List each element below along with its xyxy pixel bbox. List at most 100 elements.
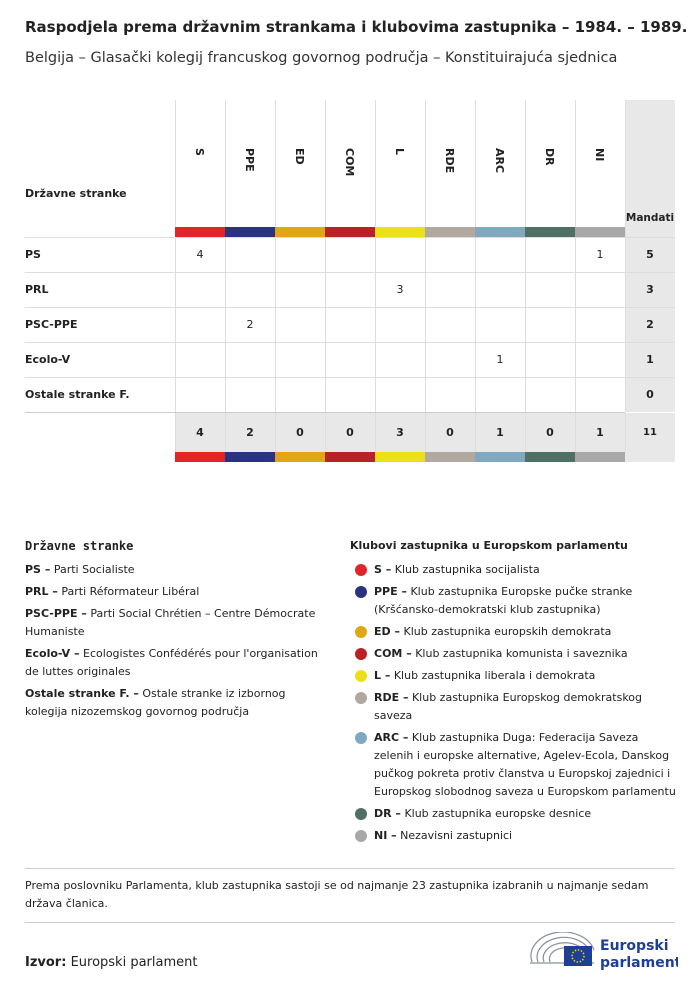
row-line bbox=[25, 272, 675, 273]
column-total: 0 bbox=[346, 425, 354, 439]
row-line bbox=[25, 237, 675, 238]
legend-abbr: PPE – bbox=[374, 585, 407, 598]
legend-item: ARC – Klub zastupnika Duga: Federacija S… bbox=[355, 729, 679, 801]
cell bbox=[275, 377, 325, 412]
cell bbox=[425, 272, 475, 307]
cell bbox=[225, 377, 275, 412]
column-line bbox=[225, 100, 226, 452]
cell bbox=[375, 237, 425, 272]
legend-text: Ostale stranke iz izbornog kolegija nizo… bbox=[25, 687, 286, 718]
group-color-bar bbox=[275, 227, 325, 237]
cell bbox=[325, 237, 375, 272]
row-total: 3 bbox=[646, 283, 654, 296]
subtitle: Belgija – Glasački kolegij francuskog go… bbox=[25, 50, 618, 66]
cell bbox=[375, 342, 425, 377]
column-total: 3 bbox=[396, 425, 404, 439]
row-line bbox=[25, 412, 675, 413]
logo-line: parlament bbox=[600, 955, 678, 971]
column-line bbox=[525, 100, 526, 452]
legend-abbr: ARC – bbox=[374, 731, 409, 744]
legend-title: Državne stranke bbox=[25, 539, 134, 553]
column-header: S bbox=[193, 148, 206, 156]
legend-text: Parti Social Chrétien – Centre Démocrate… bbox=[25, 607, 316, 638]
legend-item: S – Klub zastupnika socijalista bbox=[355, 561, 679, 579]
column-line bbox=[475, 100, 476, 452]
column-header: L bbox=[393, 148, 406, 156]
cell bbox=[425, 237, 475, 272]
legend-text: Klub zastupnika Europske pučke stranke (… bbox=[374, 585, 633, 616]
group-color-bar bbox=[375, 452, 425, 462]
legend-item: PPE – Klub zastupnika Europske pučke str… bbox=[355, 583, 679, 619]
cell bbox=[525, 272, 575, 307]
cell bbox=[575, 342, 625, 377]
legend-text: Ecologistes Confédérés pour l'organisati… bbox=[25, 647, 318, 678]
row-label: PSC-PPE bbox=[25, 318, 78, 331]
group-color-bar bbox=[475, 452, 525, 462]
legend-abbr: NI – bbox=[374, 829, 397, 842]
column-line bbox=[275, 100, 276, 452]
title: Raspodjela prema državnim strankama i kl… bbox=[25, 18, 688, 36]
legend-abbr: RDE – bbox=[374, 691, 409, 704]
cell bbox=[475, 377, 525, 412]
legend-abbr: DR – bbox=[374, 807, 401, 820]
cell bbox=[275, 237, 325, 272]
legend-item: NI – Nezavisni zastupnici bbox=[355, 827, 679, 845]
national-legend: Državne stranke PS – Parti Socialiste PRL… bbox=[25, 537, 325, 725]
cell bbox=[425, 307, 475, 342]
legend-dot bbox=[355, 648, 367, 660]
legend-item: PRL – Parti Réformateur Libéral bbox=[25, 583, 325, 601]
column-line bbox=[175, 100, 176, 452]
cell: 4 bbox=[196, 248, 204, 261]
legend-item: Ecolo-V – Ecologistes Confédérés pour l'… bbox=[25, 645, 325, 681]
column-total: 1 bbox=[496, 425, 504, 439]
legend-items: S – Klub zastupnika socijalista PPE – Klu… bbox=[355, 561, 679, 845]
legend-item: RDE – Klub zastupnika Europskog demokrat… bbox=[355, 689, 679, 725]
legend-abbr: PS – bbox=[25, 563, 51, 576]
group-color-bar bbox=[175, 227, 225, 237]
column-line bbox=[575, 100, 576, 452]
group-color-bar bbox=[225, 452, 275, 462]
legend-text: Klub zastupnika Duga: Federacija Saveza … bbox=[374, 731, 676, 798]
column-total: 1 bbox=[596, 425, 604, 439]
legend-abbr: Ostale stranke F. – bbox=[25, 687, 139, 700]
cell bbox=[475, 307, 525, 342]
legend-dot bbox=[355, 830, 367, 842]
legend-text: Nezavisni zastupnici bbox=[400, 829, 513, 842]
cell bbox=[275, 307, 325, 342]
cell bbox=[475, 237, 525, 272]
column-header: DR bbox=[543, 148, 556, 166]
group-color-bar bbox=[475, 227, 525, 237]
group-color-bar bbox=[425, 227, 475, 237]
cell bbox=[275, 342, 325, 377]
legend-item: ED – Klub zastupnika europskih demokrata bbox=[355, 623, 679, 641]
row-label: PS bbox=[25, 248, 41, 261]
logo: Europski parlament bbox=[530, 932, 678, 971]
column-line bbox=[375, 100, 376, 452]
cell bbox=[375, 377, 425, 412]
group-color-bar bbox=[325, 227, 375, 237]
legend-abbr: PSC-PPE – bbox=[25, 607, 87, 620]
cell bbox=[425, 342, 475, 377]
cell bbox=[525, 307, 575, 342]
row-total: 1 bbox=[646, 353, 654, 366]
legend-abbr: L – bbox=[374, 669, 391, 682]
legend-item: PSC-PPE – Parti Social Chrétien – Centre… bbox=[25, 605, 325, 641]
legend-item: COM – Klub zastupnika komunista i savezn… bbox=[355, 645, 679, 663]
cell bbox=[525, 377, 575, 412]
legend-text: Klub zastupnika liberala i demokrata bbox=[393, 669, 596, 682]
cell bbox=[225, 237, 275, 272]
legend-abbr: PRL – bbox=[25, 585, 58, 598]
group-color-bar bbox=[275, 452, 325, 462]
cell bbox=[225, 342, 275, 377]
cell bbox=[475, 272, 525, 307]
column-total: 4 bbox=[196, 425, 204, 439]
cell bbox=[525, 237, 575, 272]
cell bbox=[275, 272, 325, 307]
cell bbox=[375, 307, 425, 342]
row-total: 2 bbox=[646, 318, 654, 331]
legend-text: Klub zastupnika europskih demokrata bbox=[403, 625, 612, 638]
row-label: PRL bbox=[25, 283, 49, 296]
legend-abbr: COM – bbox=[374, 647, 412, 660]
row-total: 5 bbox=[646, 248, 654, 261]
column-header: PPE bbox=[243, 148, 256, 172]
